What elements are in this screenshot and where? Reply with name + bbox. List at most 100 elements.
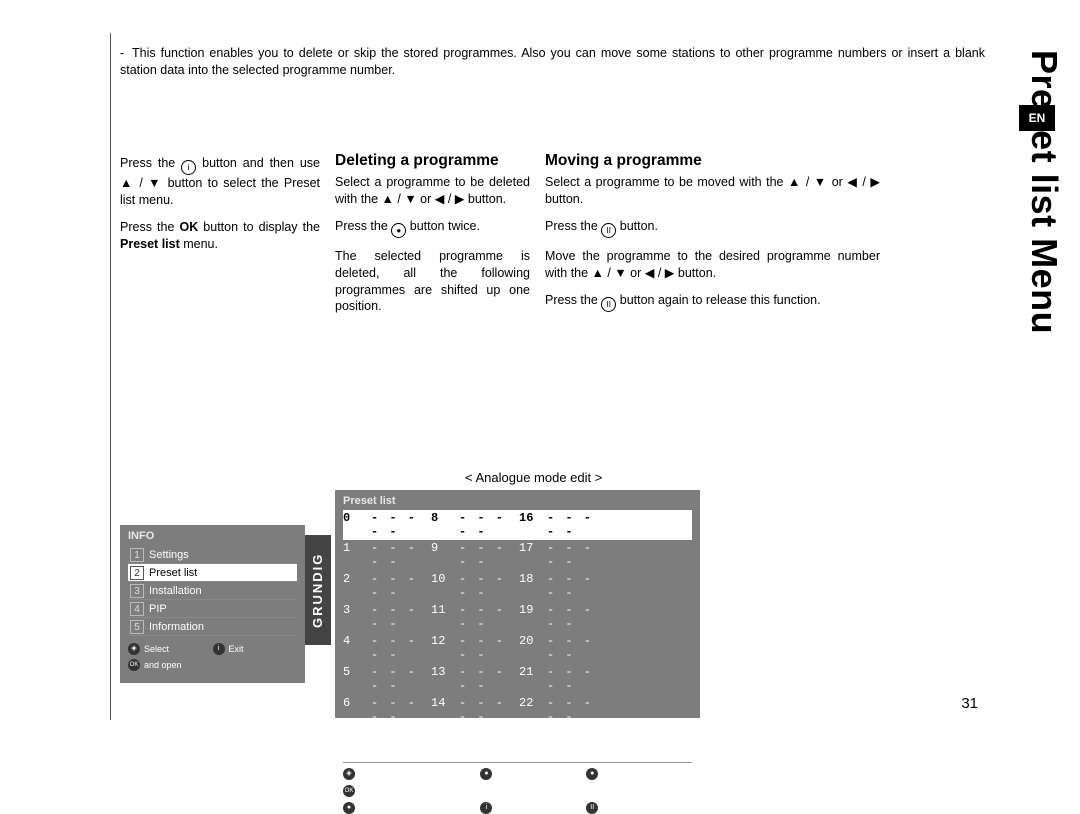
hint-confirm: OK and confirm — [343, 785, 480, 797]
preset-number: 5 — [343, 664, 371, 694]
hint-label: Exit — [229, 644, 244, 654]
page-number: 31 — [961, 695, 978, 712]
preset-value: - - - - - — [371, 510, 431, 540]
preset-number: 2 — [343, 571, 371, 601]
col3-p1: Select a programme to be moved with the … — [545, 174, 880, 208]
col3-p4: Press the II button again to release thi… — [545, 292, 880, 312]
preset-value: - - - - - — [371, 695, 431, 725]
intro-body: This function enables you to delete or s… — [120, 46, 985, 77]
preset-value: - - - - - — [547, 602, 607, 632]
pause-button-icon: II — [601, 223, 616, 238]
col3-p3: Move the programme to the desired progra… — [545, 248, 880, 282]
preset-list-label: Preset list — [120, 237, 180, 251]
info-label: Settings — [149, 549, 189, 561]
preset-value: - - - - - — [459, 510, 519, 540]
dot-icon: ● — [343, 802, 355, 814]
preset-number: 23 — [519, 726, 547, 756]
text: Press the — [335, 219, 391, 233]
preset-number: 21 — [519, 664, 547, 694]
preset-grid: 1- - - - -9- - - - -17- - - - -2- - - - … — [335, 540, 700, 756]
col1-p1: Press the i button and then use ▲ / ▼ bu… — [120, 155, 320, 209]
preset-number: 18 — [519, 571, 547, 601]
dot-icon: ● — [480, 768, 492, 780]
info-label: Preset list — [149, 567, 197, 579]
hint-move: IIMove — [586, 802, 692, 814]
text: Press the — [120, 220, 179, 234]
preset-number: 13 — [431, 664, 459, 694]
hint-open: OKand open — [128, 659, 213, 671]
preset-value: - - - - - — [371, 633, 431, 663]
info-hints: ◈Select i Exit OKand open — [120, 636, 305, 671]
preset-value: - - - - - — [459, 602, 519, 632]
preset-value: - - - - - — [459, 540, 519, 570]
preset-number: 17 — [519, 540, 547, 570]
preset-number: 3 — [343, 602, 371, 632]
hint-select: ◈Select — [128, 643, 213, 655]
manual-page: Preset list Menu EN - This function enab… — [110, 30, 980, 730]
record-button-icon: ● — [391, 223, 406, 238]
preset-number: 1 — [343, 540, 371, 570]
col2-p1: Select a programme to be deleted with th… — [335, 174, 530, 208]
preset-number: 20 — [519, 633, 547, 663]
preset-number: 16 — [519, 510, 547, 540]
ok-icon: OK — [343, 785, 355, 797]
hint-exit: i Exit — [480, 802, 586, 814]
col2-p2: Press the ● button twice. — [335, 218, 530, 238]
preset-number: 22 — [519, 695, 547, 725]
preset-value: - - - - - — [459, 695, 519, 725]
preset-value: - - - - - — [459, 664, 519, 694]
preset-value: - - - - - — [371, 664, 431, 694]
info-title: INFO — [120, 525, 305, 546]
preset-list-panel: Preset list 0- - - - - 8- - - - - 16- - … — [335, 490, 700, 718]
info-item-preset-list[interactable]: 2 Preset list — [128, 564, 297, 582]
brand-label: GRUNDIG — [305, 535, 331, 645]
text: button again to release this function. — [616, 293, 820, 307]
preset-number: 10 — [431, 571, 459, 601]
preset-number: 6 — [343, 695, 371, 725]
preset-number: 4 — [343, 633, 371, 663]
preset-number: 19 — [519, 602, 547, 632]
col1-p2: Press the OK button to display the Prese… — [120, 219, 320, 253]
preset-row-selected[interactable]: 0- - - - - 8- - - - - 16- - - - - — [343, 510, 692, 540]
hint-label: Exit — [497, 803, 513, 814]
preset-value: - - - - - — [459, 633, 519, 663]
hint-label: Select — [360, 769, 386, 780]
text: button to display the — [198, 220, 320, 234]
preset-value: - - - - - — [371, 540, 431, 570]
preset-number: 12 — [431, 633, 459, 663]
ok-label: OK — [179, 220, 198, 234]
hint-label: Back — [360, 803, 381, 814]
preset-number: 11 — [431, 602, 459, 632]
preset-value: - - - - - — [371, 602, 431, 632]
info-num: 5 — [130, 620, 144, 634]
preset-number: 14 — [431, 695, 459, 725]
hint-label: Delete — [603, 769, 630, 780]
col3-heading: Moving a programme — [545, 152, 880, 170]
column-1: Press the i button and then use ▲ / ▼ bu… — [120, 155, 320, 263]
preset-value: - - - - - — [547, 633, 607, 663]
col2-p3: The selected programme is deleted, all t… — [335, 248, 530, 316]
info-item-installation[interactable]: 3Installation — [128, 582, 297, 600]
info-num: 2 — [130, 566, 144, 580]
hint-select: ◈Select — [343, 768, 480, 780]
preset-number: 7 — [343, 726, 371, 756]
info-item-information[interactable]: 5 Information — [128, 618, 297, 636]
hint-label: and open — [144, 660, 182, 670]
hint-label: Edit — [497, 769, 513, 780]
preset-value: - - - - - — [547, 726, 607, 756]
hint-spacer — [586, 785, 692, 797]
info-label: Information — [149, 621, 204, 633]
preset-hints: ◈Select ●Edit ●Delete OKand confirm ●Bac… — [343, 762, 692, 814]
info-label: Installation — [149, 585, 202, 597]
column-3: Moving a programme Select a programme to… — [545, 152, 880, 322]
i-icon: i — [213, 643, 225, 655]
info-item-pip[interactable]: 4PIP — [128, 600, 297, 618]
hint-exit: i Exit — [213, 643, 298, 655]
column-2: Deleting a programme Select a programme … — [335, 152, 530, 325]
mode-caption: < Analogue mode edit > — [465, 470, 602, 485]
info-item-settings[interactable]: 1 Settings — [128, 546, 297, 564]
hint-label: and confirm — [360, 786, 410, 797]
i-icon: i — [480, 802, 492, 814]
info-num: 1 — [130, 548, 144, 562]
preset-value: - - - - - — [459, 571, 519, 601]
